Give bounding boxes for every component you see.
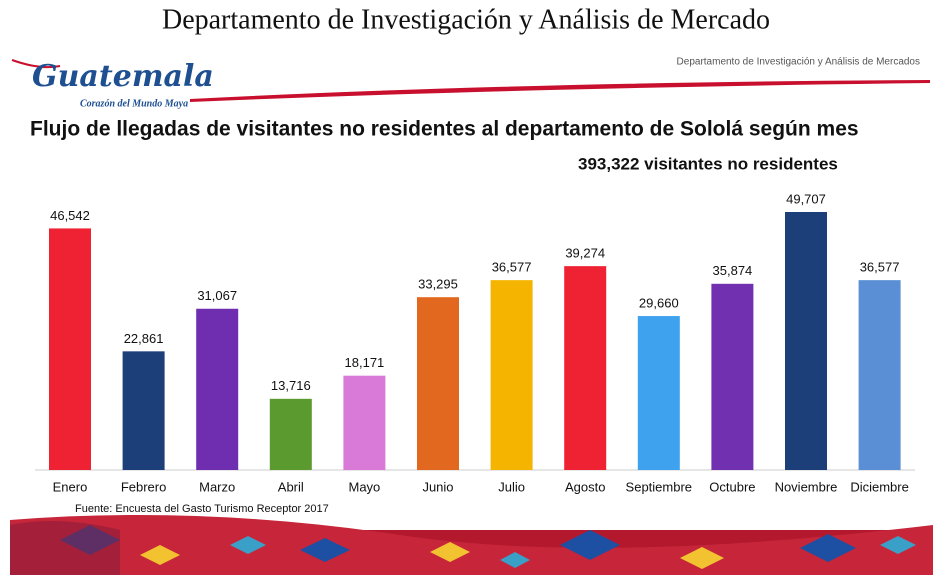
bar [49,228,91,470]
x-tick-label: Marzo [199,479,235,494]
value-label: 18,171 [345,355,385,370]
bar [711,284,753,470]
value-label: 36,577 [492,260,532,275]
chart-title: Flujo de llegadas de visitantes no resid… [30,118,859,141]
header-note: Departamento de Investigación y Análisis… [677,57,920,68]
value-label: 39,274 [565,246,605,261]
x-tick-label: Diciembre [850,479,909,494]
value-label: 36,577 [860,260,900,275]
bar [638,316,680,470]
x-tick-label: Febrero [121,479,167,494]
source-note: Fuente: Encuesta del Gasto Turismo Recep… [75,503,329,515]
bar [270,399,312,470]
logo-tagline: Corazón del Mundo Maya [80,98,188,109]
x-tick-label: Enero [53,479,88,494]
bar [417,297,459,470]
bar [491,280,533,470]
x-tick-label: Junio [422,479,453,494]
value-label: 46,542 [50,208,90,223]
x-tick-label: Abril [278,479,304,494]
x-tick-label: Octubre [709,479,755,494]
x-tick-label: Septiembre [626,479,692,494]
value-label: 29,660 [639,295,679,310]
bar [564,266,606,470]
value-label: 13,716 [271,378,311,393]
x-tick-label: Julio [498,479,525,494]
logo: Guatemala [32,59,214,94]
page: Departamento de Investigación y Análisis… [0,0,933,575]
bar [343,376,385,470]
bar [196,309,238,470]
value-label: 33,295 [418,277,458,292]
value-label: 49,707 [786,191,826,206]
bar [123,351,165,470]
bar [859,280,901,470]
x-tick-label: Mayo [349,479,381,494]
value-label: 31,067 [197,288,237,303]
page-title: Departamento de Investigación y Análisis… [162,4,770,35]
chart-subtitle: 393,322 visitantes no residentes [578,154,838,173]
value-label: 35,874 [713,263,753,278]
value-label: 22,861 [124,331,164,346]
bar [785,212,827,470]
x-tick-label: Noviembre [775,479,838,494]
x-tick-label: Agosto [565,479,605,494]
